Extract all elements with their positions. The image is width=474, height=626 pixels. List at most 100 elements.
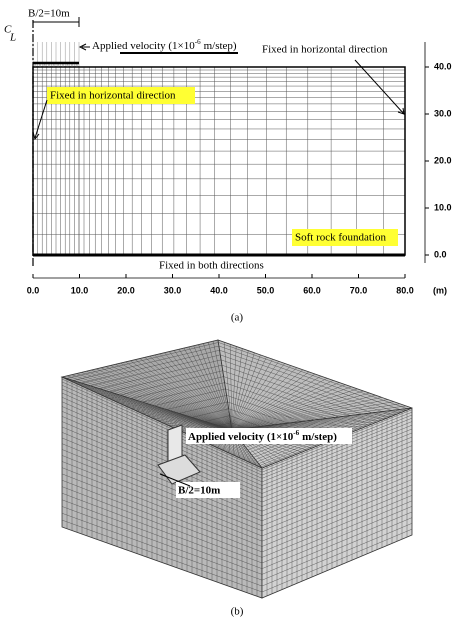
mesh-line <box>261 454 413 517</box>
mesh-line <box>61 461 263 542</box>
caption-a: (a) <box>231 312 244 324</box>
mesh-line <box>261 517 413 581</box>
mesh-line <box>61 432 263 517</box>
mesh-line <box>154 388 226 406</box>
mesh-line <box>261 474 413 537</box>
mesh-line <box>66 342 219 379</box>
mesh-line <box>109 364 222 393</box>
mesh-line <box>89 354 221 386</box>
fixed-left-label: Fixed in horizontal direction <box>50 90 176 102</box>
footing-base <box>157 454 201 485</box>
mesh-line <box>261 414 413 476</box>
applied-velocity-label: Applied velocity (1×10-6 m/step) <box>188 429 337 443</box>
mesh-line <box>261 459 413 521</box>
mesh-line <box>226 395 302 422</box>
mesh-line <box>261 511 413 575</box>
mesh-line <box>227 401 289 424</box>
mesh-2d: 0.0 10.0 20.0 30.0 40.0 50.0 60.0 70.0 80.0 (m) 0.… <box>27 20 452 295</box>
mesh-line <box>61 519 263 593</box>
mesh-line <box>73 380 261 466</box>
arrow-head <box>32 131 40 141</box>
mesh-line <box>221 359 373 414</box>
mesh-line <box>61 378 263 470</box>
mesh-line <box>218 422 231 426</box>
mesh-line <box>61 388 263 479</box>
x-tick-label: 60.0 <box>303 285 321 295</box>
mesh-line <box>73 345 219 381</box>
y-tick-label: 0.0 <box>434 249 447 259</box>
mesh-line <box>261 484 413 547</box>
arrows <box>32 17 405 141</box>
mesh-line <box>99 388 256 460</box>
label-bg <box>155 258 280 273</box>
x-tick-label: 70.0 <box>350 285 368 295</box>
x-tick-label: 0.0 <box>27 285 40 295</box>
mesh-line <box>261 489 413 553</box>
mesh-line <box>224 382 327 419</box>
label-bg <box>176 482 240 498</box>
arrow-head <box>78 43 87 51</box>
mesh-line <box>61 406 263 494</box>
mesh-line <box>261 450 413 512</box>
highlight <box>292 229 398 246</box>
text: Applied velocity (1×10 <box>188 431 294 443</box>
x-tick-label: 50.0 <box>257 285 275 295</box>
mesh-line <box>61 492 263 569</box>
mesh-line <box>61 506 263 581</box>
mesh-line <box>66 378 262 468</box>
mesh-line <box>218 345 401 410</box>
labels: B/2=10m C L Applied velocity (1×10-6 m/st… <box>4 8 410 618</box>
x-tick-label: 30.0 <box>164 285 182 295</box>
mesh-line <box>99 359 222 389</box>
caption-b: (b) <box>231 606 244 618</box>
mesh-line <box>223 376 339 418</box>
x-tick-label: 80.0 <box>396 285 414 295</box>
centerline-l: L <box>9 32 16 44</box>
mesh-line <box>228 408 275 425</box>
half-width-label: B/2=10m <box>178 485 220 497</box>
mesh-line <box>261 479 413 542</box>
mesh-line <box>222 370 351 416</box>
mesh-line <box>221 364 362 415</box>
mesh-line <box>261 523 413 587</box>
mesh-line <box>61 499 263 575</box>
mesh-line <box>204 415 230 422</box>
arrow <box>34 99 48 139</box>
mesh-line <box>61 513 263 587</box>
mesh-line <box>109 391 254 458</box>
mesh-line <box>191 408 229 418</box>
exponent: -6 <box>195 38 201 46</box>
mesh-line <box>61 381 263 473</box>
mesh-line <box>261 445 413 507</box>
x-unit: (m) <box>433 285 447 295</box>
mesh-line <box>119 370 223 396</box>
mesh-line <box>178 401 228 414</box>
mesh-line <box>130 376 224 399</box>
centerline-c: C <box>4 24 12 36</box>
mesh-line <box>166 395 227 410</box>
label-bg <box>186 428 352 444</box>
mesh-3d: Applied velocity (1×10-6 m/step) B/2=10m <box>60 339 413 599</box>
mesh-line <box>219 350 392 411</box>
mesh-line <box>61 392 263 483</box>
x-tick-label: 20.0 <box>117 285 135 295</box>
mesh-line <box>261 432 413 494</box>
y-tick-label: 20.0 <box>434 155 452 165</box>
mesh-line <box>61 385 263 476</box>
mesh-line <box>261 528 413 593</box>
mesh-line <box>61 486 263 564</box>
mesh-line <box>61 443 263 526</box>
mesh-line <box>220 354 383 412</box>
mesh-line <box>261 506 413 569</box>
mesh-line <box>61 401 263 490</box>
label-bg <box>255 42 410 58</box>
mesh-line <box>218 342 408 409</box>
mesh-line <box>261 417 413 479</box>
mesh-line <box>261 424 413 486</box>
unit: m/step) <box>204 40 237 52</box>
y-tick-label: 30.0 <box>434 108 452 118</box>
mesh-line <box>225 388 315 421</box>
mesh-line <box>81 350 220 384</box>
